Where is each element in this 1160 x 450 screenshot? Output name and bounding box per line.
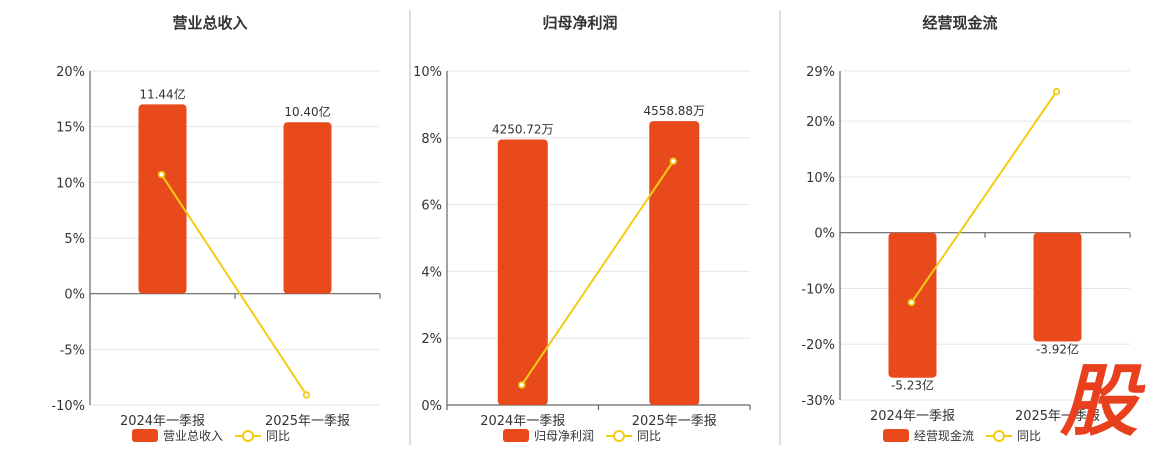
chart-panel-3: 经营现金流 -30% -20% -10% 0% 10% 20% 29% -5.23亿 -3.92亿…: [801, 14, 1131, 443]
legend-bar-label: 归母净利润: [534, 429, 594, 443]
y-tick-label: 20%: [806, 115, 835, 130]
legend-bar-swatch: [503, 429, 529, 442]
y-tick-label: 2%: [421, 332, 442, 347]
y-tick-label: -10%: [801, 282, 835, 297]
y-tick-label: -5%: [60, 343, 85, 358]
bar-data-label: 10.40亿: [284, 104, 330, 119]
chart-panel-2: 归母净利润 0% 2% 4% 6% 8% 10% 4250.72万 4558.88万 2024年一…: [413, 14, 751, 443]
watermark-logo: 股: [1059, 357, 1146, 447]
legend-line-label: 同比: [266, 429, 290, 443]
yoy-point: [907, 298, 916, 307]
legend-bar-swatch: [883, 429, 909, 442]
legend-line-label: 同比: [1017, 429, 1041, 443]
yoy-line: [520, 160, 675, 386]
y-tick-label: 15%: [56, 121, 85, 136]
legend-line-marker: [242, 430, 254, 442]
chart-panel-1: 营业总收入 -10% -5% 0% 5% 10% 15% 20% 11.44亿 10.40亿 202…: [51, 14, 381, 443]
bar: [138, 104, 187, 294]
x-tick-label: 2024年一季报: [480, 414, 565, 429]
y-tick-label: 5%: [64, 232, 85, 247]
y-tick-label: 20%: [56, 65, 85, 80]
yoy-point: [669, 157, 677, 165]
bar: [649, 121, 700, 405]
y-tick-label: 10%: [413, 65, 442, 80]
y-tick-label: 6%: [421, 199, 442, 214]
y-tick-label: 4%: [421, 265, 442, 280]
y-tick-label: 10%: [56, 176, 85, 191]
x-tick-label: 2025年一季报: [1015, 409, 1100, 424]
legend-bar-label: 营业总收入: [163, 429, 223, 443]
x-tick-label: 2025年一季报: [265, 414, 350, 429]
bar: [1033, 232, 1082, 342]
legend-line-marker: [993, 430, 1005, 442]
bar: [497, 139, 548, 405]
bar-data-label: -3.92亿: [1036, 341, 1079, 356]
yoy-point: [157, 170, 166, 179]
y-tick-label: 0%: [64, 288, 85, 303]
chart-title: 营业总收入: [172, 14, 247, 32]
bar-data-label: 11.44亿: [139, 86, 185, 101]
y-tick-label: 29%: [806, 65, 835, 80]
chart-title: 经营现金流: [922, 14, 997, 32]
chart-title: 归母净利润: [542, 14, 617, 32]
legend-bar-label: 经营现金流: [914, 428, 974, 443]
legend-bar-swatch: [132, 429, 158, 442]
bar-data-label: 4558.88万: [643, 104, 705, 118]
x-tick-label: 2024年一季报: [870, 409, 955, 424]
legend-line-marker: [613, 430, 625, 442]
legend-line-label: 同比: [637, 429, 661, 443]
y-tick-label: -30%: [801, 394, 835, 409]
bar: [283, 122, 332, 294]
y-tick-label: 8%: [421, 132, 442, 147]
x-tick-label: 2025年一季报: [632, 414, 717, 429]
y-tick-label: 10%: [806, 171, 835, 186]
yoy-point: [518, 381, 526, 389]
y-tick-label: -20%: [801, 338, 835, 353]
y-tick-label: 0%: [814, 227, 835, 242]
bar-data-label: -5.23亿: [891, 378, 934, 393]
y-tick-label: -10%: [51, 399, 85, 414]
x-tick-label: 2024年一季报: [120, 414, 205, 429]
yoy-point: [302, 391, 311, 399]
yoy-line: [160, 173, 308, 396]
yoy-point: [1052, 87, 1061, 96]
bar-data-label: 4250.72万: [492, 122, 554, 136]
yoy-line: [910, 91, 1058, 303]
y-tick-label: 0%: [421, 399, 442, 414]
